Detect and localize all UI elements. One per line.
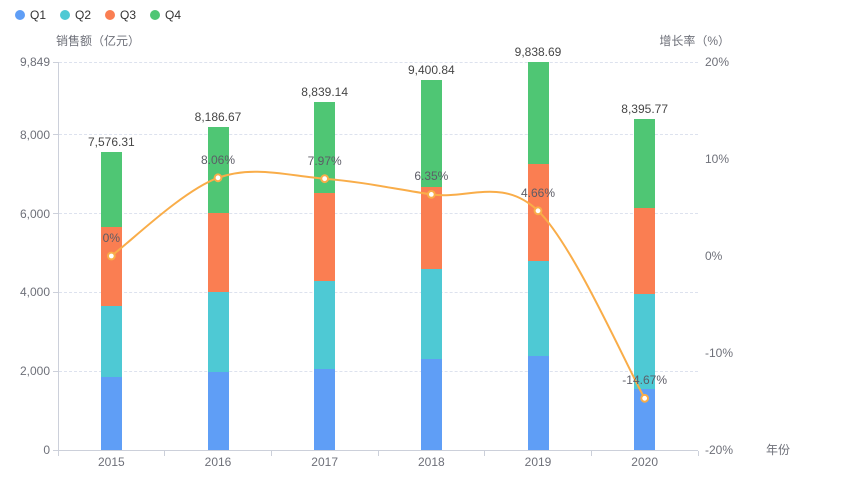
gridline (59, 291, 698, 293)
growth-label-2020: -14.67% (622, 373, 667, 388)
bar-segment-q3-2017[interactable] (314, 193, 336, 281)
legend-item-q2[interactable]: Q2 (60, 8, 91, 22)
x-axis-tick (57, 451, 59, 456)
bar-segment-q4-2019[interactable] (527, 62, 549, 164)
x-tick-label-2018[interactable]: 2018 (417, 455, 445, 469)
legend-item-label: Q4 (165, 8, 182, 22)
left-axis-tick (53, 370, 58, 372)
left-axis-title: 销售额（亿元） (56, 34, 141, 48)
bar-segment-q3-2019[interactable] (527, 163, 549, 261)
legend-item-label: Q3 (120, 8, 137, 22)
right-axis-tick-label: -20% (705, 443, 734, 457)
legend-item-label: Q1 (30, 8, 47, 22)
legend-marker-icon (60, 10, 71, 20)
left-axis-tick-label: 9,849 (19, 55, 50, 69)
left-axis-tick (53, 134, 58, 136)
bar-total-label-2019: 9,838.69 (514, 45, 562, 60)
x-axis-tick (270, 451, 272, 456)
right-axis-tick-label: 20% (705, 55, 730, 69)
bar-segment-q1-2016[interactable] (207, 372, 229, 450)
left-axis-tick-label: 6,000 (19, 206, 50, 221)
bar-total-label-2015: 7,576.31 (87, 134, 135, 149)
x-tick-label-2020[interactable]: 2020 (631, 455, 658, 469)
legend-marker-icon (15, 10, 25, 20)
bar-segment-q4-2016[interactable] (207, 127, 229, 214)
legend-marker-icon (150, 10, 161, 20)
growth-label-2017: 7.97% (307, 153, 342, 168)
right-axis-title: 增长率（%） (659, 34, 730, 48)
left-axis-tick-label: 2,000 (19, 364, 50, 379)
x-axis-tick (377, 451, 379, 456)
bar-segment-q2-2018[interactable] (420, 269, 442, 359)
bar-total-label-2020: 8,395.77 (621, 102, 669, 117)
x-tick-label-2017[interactable]: 2017 (311, 455, 338, 469)
bar-segment-q4-2020[interactable] (634, 119, 656, 209)
left-axis-tick-label: 4,000 (19, 285, 50, 300)
bar-segment-q3-2016[interactable] (207, 213, 229, 293)
gridline (59, 134, 698, 136)
x-tick-label-2016[interactable]: 2016 (204, 455, 232, 469)
left-axis-tick (53, 213, 58, 215)
bar-segment-q3-2018[interactable] (420, 187, 442, 270)
growth-label-2019: 4.66% (520, 185, 556, 200)
x-axis-line (58, 450, 698, 451)
x-tick-label-2019[interactable]: 2019 (524, 455, 552, 469)
bar-segment-q2-2015[interactable] (100, 305, 122, 377)
x-tick-label-2015[interactable]: 2015 (97, 455, 125, 469)
legend: Q1 Q2 Q3 Q4 (15, 8, 181, 22)
bar-segment-q1-2017[interactable] (314, 369, 336, 450)
growth-label-2015: 0% (102, 231, 120, 245)
growth-label-2016: 8.06% (200, 152, 236, 167)
gridline (59, 213, 698, 215)
gridline (59, 61, 698, 63)
left-axis-tick-label: 0 (43, 443, 50, 457)
legend-item-q4[interactable]: Q4 (150, 8, 181, 22)
left-axis-tick (53, 449, 58, 451)
bar-segment-q2-2017[interactable] (314, 280, 336, 370)
bar-segment-q1-2019[interactable] (527, 355, 549, 450)
bar-segment-q2-2019[interactable] (527, 260, 549, 356)
x-axis-tick (697, 451, 699, 456)
legend-item-q3[interactable]: Q3 (105, 8, 136, 22)
x-axis-tick (164, 451, 166, 456)
bar-segment-q3-2020[interactable] (634, 208, 656, 295)
right-axis-tick-label: 10% (705, 152, 730, 166)
legend-marker-icon (105, 10, 116, 20)
legend-item-q1[interactable]: Q1 (15, 8, 46, 22)
bar-segment-q4-2017[interactable] (314, 101, 336, 194)
bar-segment-q1-2020[interactable] (634, 389, 656, 450)
bar-segment-q1-2015[interactable] (100, 376, 122, 450)
x-axis-title: 年份 (765, 443, 790, 457)
bar-segment-q4-2015[interactable] (100, 151, 122, 227)
x-axis-tick (590, 451, 592, 456)
growth-rate-line (110, 170, 646, 400)
right-axis-tick-label: 0% (705, 249, 723, 263)
bar-segment-q1-2018[interactable] (420, 358, 442, 450)
gridline (59, 370, 698, 372)
right-axis-tick-label: -10% (705, 346, 734, 360)
left-axis-line (58, 62, 59, 450)
left-axis-tick (53, 291, 58, 293)
growth-label-2018: 6.35% (414, 169, 449, 184)
x-axis-tick (484, 451, 486, 456)
bar-total-label-2018: 9,400.84 (407, 62, 455, 77)
left-axis-tick (53, 61, 58, 63)
bar-total-label-2017: 8,839.14 (301, 84, 349, 99)
left-axis-tick-label: 8,000 (19, 127, 50, 142)
bar-total-label-2016: 8,186.67 (194, 110, 242, 125)
legend-item-label: Q2 (75, 8, 92, 22)
bar-segment-q4-2018[interactable] (420, 79, 442, 188)
bar-segment-q2-2016[interactable] (207, 292, 229, 373)
